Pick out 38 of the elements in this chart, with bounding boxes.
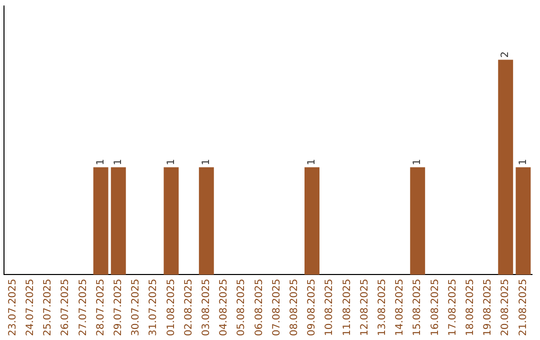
x-tick-label: 13.08.2025 [376, 278, 388, 336]
x-tick-label: 20.08.2025 [500, 278, 512, 336]
data-label: 1 [200, 158, 212, 166]
x-tick-label: 29.07.2025 [112, 278, 124, 336]
x-tick-label: 18.08.2025 [464, 278, 476, 336]
x-tick-label: 19.08.2025 [482, 278, 494, 336]
x-tick-label: 23.07.2025 [7, 278, 18, 336]
x-tick-label: 07.08.2025 [271, 278, 282, 336]
x-tick-label: 17.08.2025 [447, 278, 458, 336]
data-label: 1 [95, 158, 106, 166]
x-tick-label: 24.07.2025 [24, 278, 36, 336]
data-label: 1 [518, 158, 529, 166]
x-tick-label: 08.08.2025 [288, 278, 300, 336]
data-label: 1 [306, 158, 318, 166]
x-tick-label: 25.07.2025 [42, 278, 54, 336]
x-tick-label: 26.07.2025 [60, 278, 72, 336]
data-label: 2 [500, 51, 512, 58]
x-tick-label: 27.07.2025 [78, 278, 89, 336]
data-label: 1 [166, 158, 177, 166]
x-tick-label: 11.08.2025 [342, 278, 353, 336]
x-tick-label: 31.07.2025 [148, 278, 160, 336]
x-tick-label: 15.08.2025 [412, 278, 424, 336]
data-label: 1 [112, 158, 124, 166]
x-tick-label: 10.08.2025 [324, 278, 336, 336]
x-tick-label: 01.08.2025 [166, 278, 177, 336]
x-tick-label: 28.07.2025 [95, 278, 106, 336]
x-tick-label: 05.08.2025 [236, 278, 248, 336]
x-tick-label: 03.08.2025 [200, 278, 212, 336]
x-tick-label: 02.08.2025 [183, 278, 194, 336]
x-tick-label: 09.08.2025 [306, 278, 318, 336]
x-tick-label: 12.08.2025 [359, 278, 370, 336]
x-tick-label: 16.08.2025 [430, 278, 441, 336]
x-tick-label: 21.08.2025 [518, 278, 529, 336]
data-label: 1 [412, 158, 424, 166]
x-tick-label: 14.08.2025 [394, 278, 406, 336]
x-tick-label: 06.08.2025 [254, 278, 265, 336]
x-tick-label: 04.08.2025 [218, 278, 230, 336]
x-tick-label: 30.07.2025 [130, 278, 142, 336]
